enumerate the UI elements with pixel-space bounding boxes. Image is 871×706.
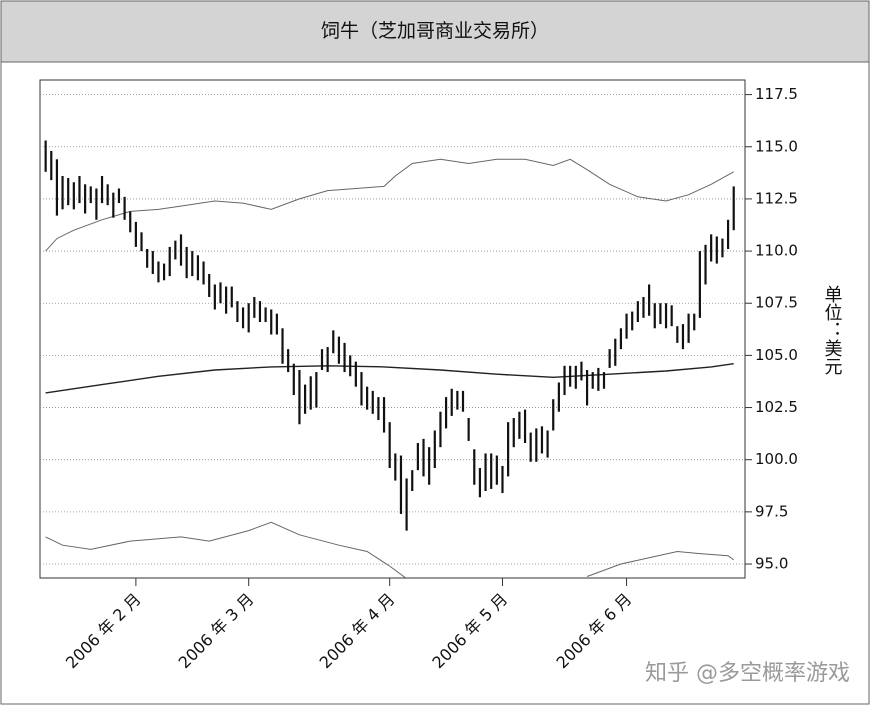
y-tick-label: 97.5 xyxy=(755,502,788,520)
chart-title: 饲牛（芝加哥商业交易所） xyxy=(321,20,549,42)
overlay-line xyxy=(45,521,734,578)
y-tick-label: 95.0 xyxy=(755,555,788,573)
y-tick-label: 117.5 xyxy=(755,85,798,103)
watermark: 知乎 @多空概率游戏 xyxy=(645,661,850,686)
y-tick-label: 102.5 xyxy=(755,398,798,416)
y-tick-label: 100.0 xyxy=(755,450,798,468)
title-bar xyxy=(0,0,870,63)
y-tick-label: 107.5 xyxy=(755,294,798,312)
overlay-line xyxy=(45,158,734,252)
y-tick-label: 110.0 xyxy=(755,242,798,260)
plot-area xyxy=(39,79,746,579)
overlay-line xyxy=(45,363,734,394)
y-tick-label: 112.5 xyxy=(755,189,798,207)
plot-content xyxy=(44,140,735,578)
y-tick-label: 115.0 xyxy=(755,137,798,155)
y-axis-label: 单位：美元 xyxy=(822,285,843,375)
y-tick-label: 105.0 xyxy=(755,346,798,364)
